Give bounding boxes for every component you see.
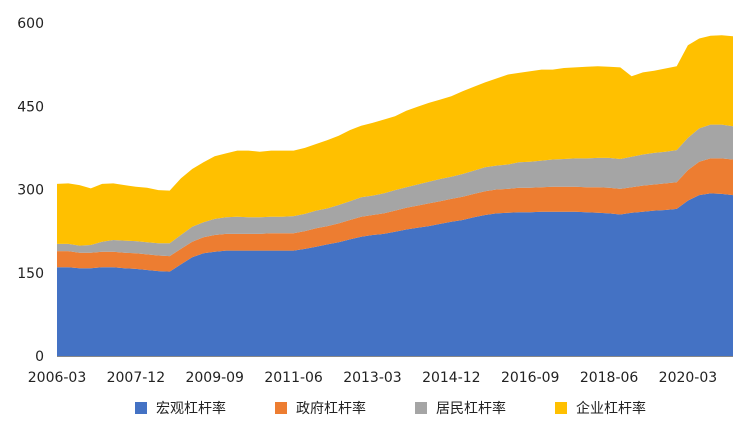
- legend-swatch: [415, 402, 427, 414]
- x-tick-label: 2011-06: [264, 370, 323, 386]
- legend-label: 居民杠杆率: [436, 400, 506, 417]
- y-tick-label: 600: [17, 16, 44, 32]
- area-series-group: [57, 35, 733, 356]
- area-series-4: [57, 35, 733, 246]
- y-tick-label: 450: [17, 99, 44, 115]
- x-tick-label: 2014-12: [422, 370, 481, 386]
- y-tick-label: 300: [17, 183, 44, 199]
- legend: 宏观杠杆率 政府杠杆率 居民杠杆率 企业杠杆率: [135, 400, 646, 417]
- area-series-3: [57, 124, 733, 257]
- x-tick-label: 2013-03: [343, 370, 402, 386]
- x-tick-label: 2016-09: [501, 370, 560, 386]
- x-tick-label: 2006-03: [28, 370, 87, 386]
- x-tick-label: 2018-06: [580, 370, 639, 386]
- x-tick-label: 2020-03: [659, 370, 718, 386]
- x-tick-label: 2009-09: [185, 370, 244, 386]
- legend-swatch: [135, 402, 147, 414]
- legend-label: 宏观杠杆率: [156, 400, 226, 417]
- y-tick-label: 0: [35, 349, 44, 365]
- y-tick-label: 150: [17, 266, 44, 282]
- x-tick-labels: 2006-03 2007-12 2009-09 2011-06 2013-03 2014-…: [28, 370, 717, 386]
- legend-swatch: [275, 402, 287, 414]
- y-tick-labels: 0 150 300 450 600: [17, 16, 44, 365]
- legend-swatch: [555, 402, 567, 414]
- legend-label: 企业杠杆率: [576, 400, 646, 417]
- x-tick-label: 2007-12: [107, 370, 166, 386]
- area-series-1: [57, 193, 733, 356]
- legend-label: 政府杠杆率: [296, 400, 366, 417]
